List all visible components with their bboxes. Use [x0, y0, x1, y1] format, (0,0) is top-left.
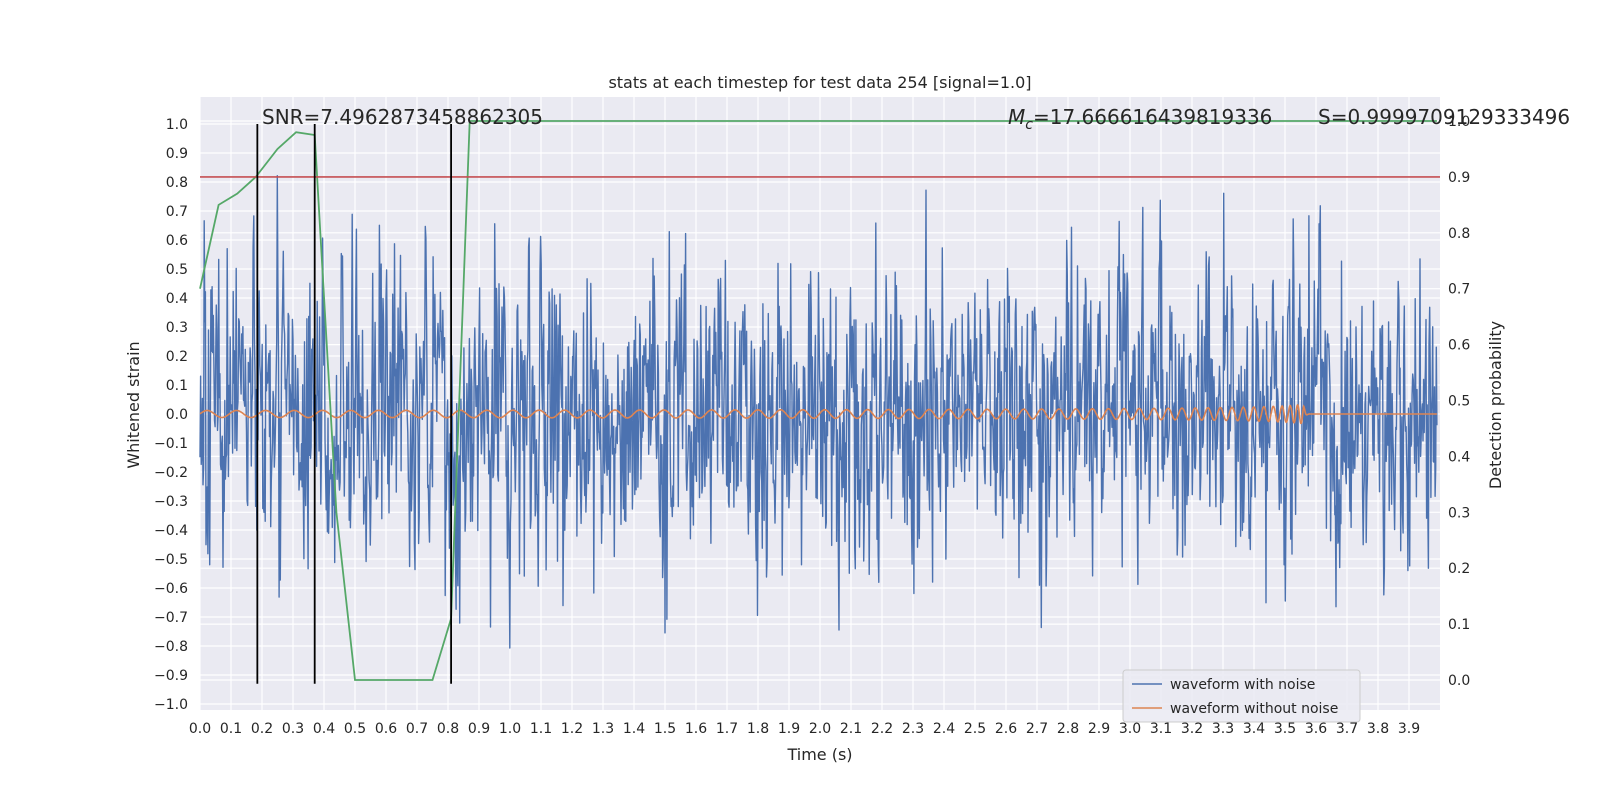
- y-tick-label: 0.8: [166, 175, 188, 191]
- x-tick-label: 3.6: [1305, 721, 1327, 737]
- y2-tick-label: 0.9: [1448, 170, 1470, 186]
- x-tick-label: 0.5: [344, 721, 366, 737]
- x-tick-label: 1.7: [716, 721, 738, 737]
- x-tick-label: 1.0: [499, 721, 521, 737]
- x-tick-label: 0.9: [468, 721, 490, 737]
- y-tick-label: −0.9: [154, 668, 188, 684]
- y-tick-label: 0.3: [166, 320, 188, 336]
- x-tick-label: 1.3: [592, 721, 614, 737]
- chart-title: stats at each timestep for test data 254…: [608, 73, 1031, 92]
- clean-series: [199, 403, 1437, 425]
- y2-tick-label: 0.8: [1448, 226, 1470, 242]
- x-tick-label: 3.3: [1212, 721, 1234, 737]
- y-tick-label: 0.7: [166, 204, 188, 220]
- legend-label-clean: waveform without noise: [1170, 701, 1338, 717]
- x-tick-label: 1.9: [778, 721, 800, 737]
- x-tick-label: 3.2: [1181, 721, 1203, 737]
- noise-waveform-line: [199, 175, 1438, 649]
- y2-tick-label: 0.2: [1448, 561, 1470, 577]
- probability-series: [199, 120, 1440, 681]
- noise-series: [199, 175, 1438, 649]
- s-annotation: S=0.9999709129333496: [1318, 105, 1570, 129]
- y-tick-label: −0.7: [154, 610, 188, 626]
- x-tick-label: 0.2: [251, 721, 273, 737]
- detection-probability-line: [199, 120, 1437, 681]
- y2-tick-label: 0.0: [1448, 673, 1470, 689]
- legend-box: [1122, 669, 1361, 723]
- y2-tick-label: 0.6: [1448, 338, 1470, 354]
- x-tick-label: 1.8: [747, 721, 769, 737]
- x-tick-label: 2.7: [1026, 721, 1048, 737]
- y-tick-label: −0.2: [154, 465, 188, 481]
- chirp-mass-value: =17.666616439819336: [1033, 105, 1272, 129]
- x-tick-label: 3.0: [1119, 721, 1141, 737]
- x-tick-label: 2.2: [871, 721, 893, 737]
- y-tick-label: −1.0: [154, 697, 188, 713]
- x-tick-label: 2.3: [902, 721, 924, 737]
- x-tick-label: 0.3: [282, 721, 304, 737]
- x-tick-label: 2.1: [840, 721, 862, 737]
- x-tick-label: 2.0: [809, 721, 831, 737]
- x-tick-labels: 0.0 0.1 0.2 0.3 0.4 0.5 0.6 0.7 0.8 0.9 1.0 1.1 1.2 1…: [189, 721, 1420, 737]
- x-tick-label: 2.4: [933, 721, 955, 737]
- clean-waveform-line: [199, 403, 1437, 425]
- y-tick-label: −0.8: [154, 639, 188, 655]
- x-tick-label: 2.5: [964, 721, 986, 737]
- x-tick-label: 0.1: [220, 721, 242, 737]
- x-tick-label: 3.1: [1150, 721, 1172, 737]
- y2-tick-label: 0.1: [1448, 617, 1470, 633]
- x-tick-label: 3.8: [1367, 721, 1389, 737]
- x-tick-label: 2.6: [995, 721, 1017, 737]
- y-tick-labels: −1.0 −0.9 −0.8 −0.7 −0.6 −0.5 −0.4 −0.3 −0.2 −0.1…: [154, 117, 188, 713]
- legend-label-noise: waveform with noise: [1170, 677, 1315, 693]
- y2-tick-label: 1.0: [1448, 114, 1470, 130]
- y-tick-label: 1.0: [166, 117, 188, 133]
- y-tick-label: −0.6: [154, 581, 188, 597]
- x-tick-label: 0.0: [189, 721, 211, 737]
- y2-tick-label: 0.4: [1448, 449, 1470, 465]
- y-tick-label: 0.2: [166, 349, 188, 365]
- x-tick-label: 2.8: [1057, 721, 1079, 737]
- x-tick-label: 1.6: [685, 721, 707, 737]
- legend: waveform with noise waveform without noi…: [1122, 669, 1361, 723]
- chirp-mass-symbol: M: [1008, 105, 1025, 129]
- y-tick-label: 0.5: [166, 262, 188, 278]
- x-tick-label: 3.4: [1243, 721, 1265, 737]
- y-tick-label: −0.4: [154, 523, 188, 539]
- x-axis-label: Time (s): [786, 745, 852, 764]
- y2-axis-label: Detection probability: [1486, 321, 1505, 489]
- snr-annotation: SNR=7.4962873458862305: [262, 105, 543, 129]
- y-tick-label: −0.1: [154, 436, 188, 452]
- x-tick-label: 0.6: [375, 721, 397, 737]
- y-axis-label: Whitened strain: [124, 341, 143, 468]
- x-tick-label: 0.7: [406, 721, 428, 737]
- y-tick-label: −0.3: [154, 494, 188, 510]
- y2-tick-label: 0.7: [1448, 282, 1470, 298]
- y-tick-label: 0.0: [166, 407, 188, 423]
- y2-tick-labels: 0.0 0.1 0.2 0.3 0.4 0.5 0.6 0.7 0.8 0.9 1.0: [1448, 114, 1470, 689]
- y2-tick-label: 0.5: [1448, 394, 1470, 410]
- y-tick-label: −0.5: [154, 552, 188, 568]
- x-tick-label: 1.1: [530, 721, 552, 737]
- chirp-mass-subscript: c: [1025, 117, 1033, 133]
- y2-tick-label: 0.3: [1448, 505, 1470, 521]
- y-tick-label: 0.9: [166, 146, 188, 162]
- chirp-mass-annotation: Mc=17.666616439819336: [1008, 105, 1272, 133]
- marker-lines: [256, 124, 453, 684]
- y-tick-label: 0.6: [166, 233, 188, 249]
- x-tick-label: 2.9: [1088, 721, 1110, 737]
- x-tick-label: 1.4: [623, 721, 645, 737]
- x-tick-label: 0.8: [437, 721, 459, 737]
- x-tick-label: 1.5: [654, 721, 676, 737]
- x-tick-label: 3.7: [1336, 721, 1358, 737]
- x-tick-label: 1.2: [561, 721, 583, 737]
- y-tick-label: 0.4: [166, 291, 188, 307]
- x-tick-label: 0.4: [313, 721, 335, 737]
- x-tick-label: 3.5: [1274, 721, 1296, 737]
- x-tick-label: 3.9: [1398, 721, 1420, 737]
- y-tick-label: 0.1: [166, 378, 188, 394]
